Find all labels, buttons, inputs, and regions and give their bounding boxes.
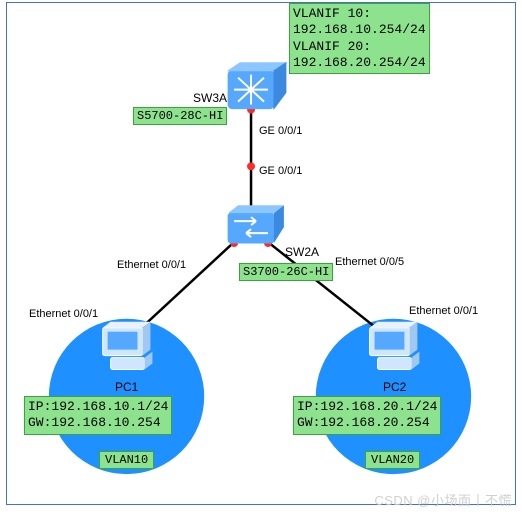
port-sw2a-eth005: Ethernet 0/0/5 [335, 256, 404, 268]
sw2a-name: SW2A [285, 245, 319, 259]
port-sw2a-eth001: Ethernet 0/0/1 [117, 259, 186, 271]
port-sw2a-ge001: GE 0/0/1 [259, 165, 302, 177]
sw2a-icon [228, 205, 284, 243]
pc2-cfg: IP:192.168.20.1/24 GW:192.168.20.254 [293, 396, 441, 435]
pc1-name: PC1 [115, 380, 138, 394]
diagram-frame: VLANIF 10: 192.168.10.254/24 VLANIF 20: … [6, 2, 516, 505]
sw3a-icon [228, 63, 286, 109]
pc2-icon [370, 322, 420, 370]
port-pc1-eth001: Ethernet 0/0/1 [29, 308, 98, 320]
sw3a-vlanif-box: VLANIF 10: 192.168.10.254/24 VLANIF 20: … [289, 3, 430, 74]
port-sw3a-ge001: GE 0/0/1 [259, 125, 302, 137]
sw2a-model: S3700-26C-HI [239, 263, 333, 281]
pc1-cfg: IP:192.168.10.1/24 GW:192.168.10.254 [24, 396, 172, 435]
port-dot [247, 162, 255, 170]
sw3a-name: SW3A [193, 91, 227, 105]
pc1-icon [103, 322, 153, 370]
pc2-vlan: VLAN20 [365, 451, 420, 469]
pc1-vlan: VLAN10 [99, 451, 154, 469]
sw3a-model: S5700-28C-HI [133, 107, 227, 125]
pc2-name: PC2 [383, 380, 406, 394]
port-pc2-eth001: Ethernet 0/0/1 [409, 305, 478, 317]
watermark: CSDN @小场面丨不慌 [374, 490, 512, 509]
